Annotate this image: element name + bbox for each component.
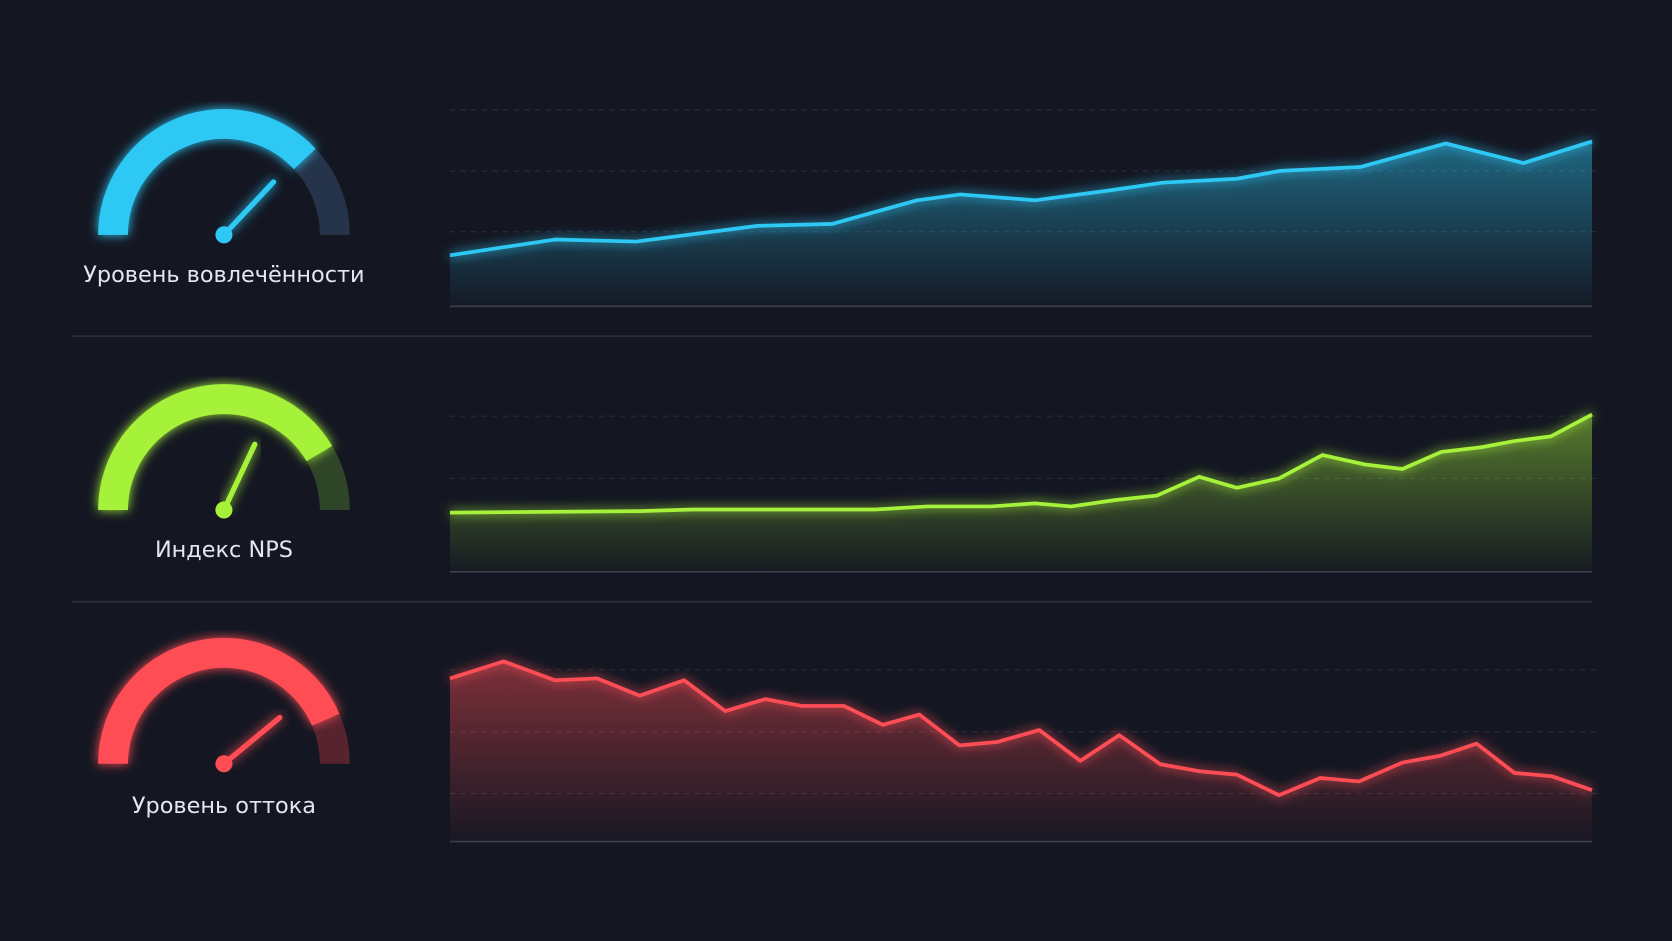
gauge-hub — [215, 755, 233, 773]
gauge-needle — [224, 179, 277, 235]
area-fill — [449, 661, 1593, 842]
gauge-label: Уровень вовлечённости — [83, 262, 364, 288]
gauge-fill — [98, 637, 340, 765]
gauge-label: Индекс NPS — [155, 537, 293, 563]
gauge-label: Уровень оттока — [132, 793, 316, 819]
gauge-needle — [223, 441, 258, 509]
area-fill — [449, 141, 1593, 307]
gauge-needle — [224, 714, 283, 764]
gauge-fill — [98, 109, 316, 236]
area-fill — [449, 414, 1593, 572]
area-line — [449, 412, 1593, 515]
gauge-fill — [98, 384, 333, 511]
gauge-hub — [215, 501, 233, 519]
area-line — [449, 659, 1593, 798]
area-line — [449, 139, 1593, 258]
gauge-hub — [215, 226, 233, 244]
